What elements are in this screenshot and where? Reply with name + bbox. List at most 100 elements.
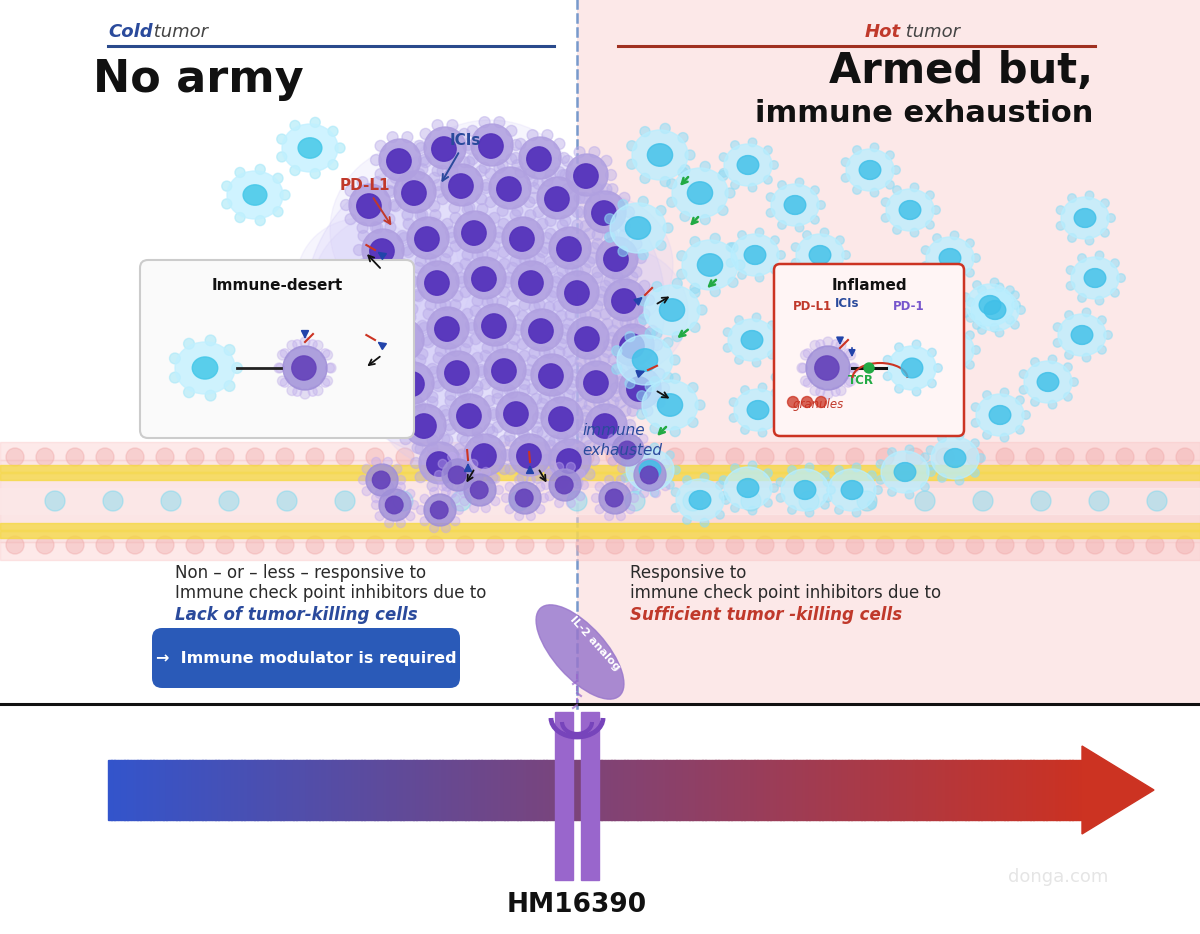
Circle shape [830, 335, 839, 345]
Circle shape [726, 536, 744, 554]
Bar [601, 760, 605, 820]
Ellipse shape [724, 144, 772, 186]
Circle shape [922, 354, 930, 362]
Circle shape [841, 250, 851, 260]
Circle shape [554, 347, 565, 358]
Circle shape [553, 301, 564, 312]
Circle shape [576, 469, 584, 478]
Bar [316, 760, 319, 820]
Bar [784, 760, 787, 820]
Circle shape [412, 290, 422, 301]
Circle shape [622, 458, 630, 466]
Circle shape [432, 165, 443, 177]
Circle shape [926, 446, 935, 455]
Circle shape [556, 310, 566, 321]
Circle shape [493, 227, 504, 237]
Circle shape [380, 267, 391, 277]
Circle shape [805, 463, 814, 472]
Circle shape [575, 355, 586, 366]
Circle shape [416, 163, 428, 175]
Bar [761, 760, 764, 820]
Circle shape [277, 350, 288, 360]
Circle shape [672, 466, 680, 474]
Bar [647, 760, 650, 820]
Circle shape [886, 180, 894, 189]
Bar [1039, 760, 1044, 820]
Circle shape [232, 362, 242, 374]
Circle shape [452, 262, 463, 274]
Bar [679, 760, 683, 820]
Circle shape [272, 358, 282, 368]
Circle shape [550, 435, 560, 446]
Circle shape [277, 491, 298, 511]
Circle shape [772, 373, 780, 381]
Ellipse shape [648, 144, 673, 166]
Circle shape [412, 397, 424, 407]
Circle shape [469, 503, 479, 513]
Circle shape [978, 326, 986, 334]
Bar [1069, 760, 1073, 820]
Circle shape [328, 160, 338, 170]
Circle shape [912, 388, 920, 396]
Circle shape [506, 153, 517, 164]
Circle shape [656, 240, 666, 250]
Circle shape [580, 480, 588, 489]
Circle shape [402, 163, 413, 175]
Circle shape [442, 524, 450, 532]
Circle shape [541, 233, 552, 244]
Circle shape [515, 166, 526, 177]
Circle shape [643, 294, 654, 305]
Bar [1062, 760, 1067, 820]
Circle shape [376, 489, 384, 499]
Circle shape [413, 262, 424, 274]
Circle shape [386, 149, 412, 173]
Circle shape [572, 362, 583, 374]
Circle shape [466, 319, 476, 331]
Circle shape [366, 448, 384, 466]
Circle shape [835, 505, 844, 515]
Circle shape [442, 164, 482, 206]
Circle shape [293, 388, 301, 396]
Circle shape [460, 344, 470, 355]
Bar [205, 760, 209, 820]
Circle shape [544, 463, 554, 474]
Bar [696, 760, 700, 820]
Circle shape [517, 427, 528, 438]
Circle shape [592, 273, 602, 283]
Bar [706, 760, 709, 820]
Circle shape [518, 350, 530, 361]
Circle shape [487, 473, 498, 483]
Circle shape [618, 200, 628, 209]
Circle shape [1096, 296, 1104, 305]
Circle shape [358, 259, 370, 270]
Circle shape [846, 376, 856, 386]
Bar [277, 760, 281, 820]
Bar [146, 760, 151, 820]
Circle shape [469, 467, 479, 476]
Circle shape [1026, 448, 1044, 466]
Circle shape [660, 123, 671, 134]
Bar [1004, 760, 1008, 820]
Bar [199, 760, 203, 820]
Circle shape [479, 163, 490, 174]
Circle shape [728, 243, 738, 253]
Ellipse shape [632, 348, 658, 371]
Circle shape [1117, 274, 1126, 282]
Circle shape [504, 385, 515, 396]
Bar [416, 760, 420, 820]
Circle shape [428, 201, 440, 212]
Circle shape [539, 364, 563, 389]
Circle shape [566, 462, 575, 472]
Bar [576, 760, 580, 820]
Circle shape [372, 274, 414, 316]
Bar [637, 760, 641, 820]
Circle shape [517, 339, 528, 349]
Circle shape [626, 504, 635, 514]
Circle shape [545, 257, 556, 268]
Bar [367, 760, 372, 820]
Circle shape [346, 185, 356, 196]
Bar [1007, 760, 1012, 820]
Circle shape [871, 369, 880, 377]
Circle shape [487, 407, 498, 418]
Circle shape [1054, 323, 1062, 332]
